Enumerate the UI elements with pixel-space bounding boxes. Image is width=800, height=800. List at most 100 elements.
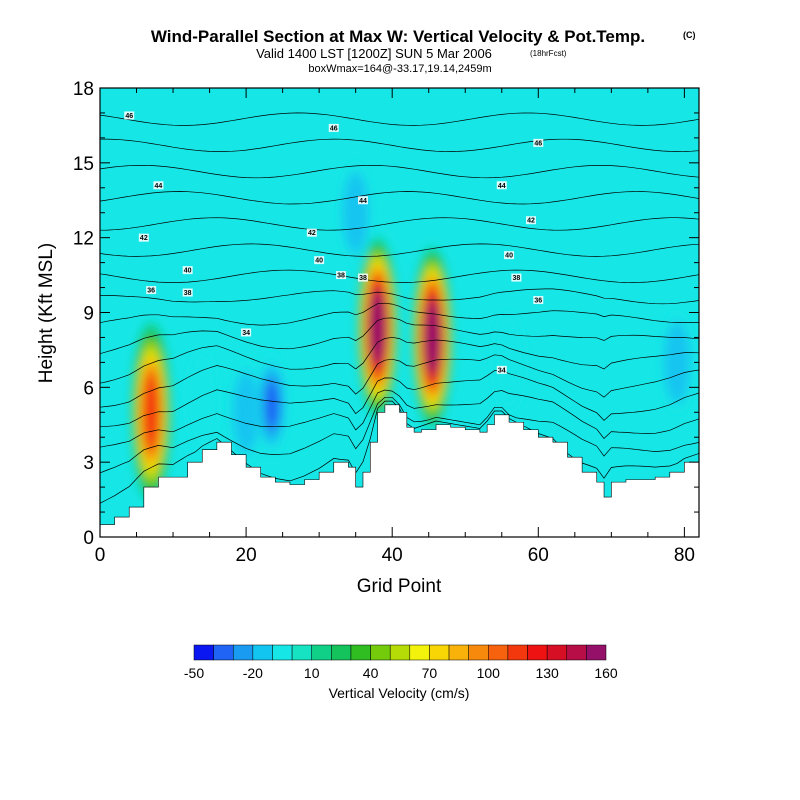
isentrope-label-text: 36 bbox=[147, 288, 155, 295]
isentrope-label: 46 bbox=[328, 123, 339, 132]
isentrope-label-text: 40 bbox=[315, 258, 323, 265]
isentrope-label: 44 bbox=[496, 181, 507, 190]
chart-subtitle: Valid 1400 LST [1200Z] SUN 5 Mar 2006 bbox=[256, 46, 492, 61]
isentrope-label-text: 42 bbox=[308, 230, 316, 237]
colorbar-tick-label: 160 bbox=[594, 665, 618, 681]
isentrope-label-text: 38 bbox=[512, 275, 520, 282]
colorbar-swatch bbox=[232, 644, 254, 661]
isentrope-label: 38 bbox=[357, 273, 368, 282]
isentrope-line bbox=[100, 288, 699, 305]
colorbar-swatch bbox=[468, 644, 489, 661]
colorbar-swatch bbox=[546, 644, 568, 661]
colorbar-tick-label: -50 bbox=[184, 665, 204, 681]
colorbar-swatch bbox=[331, 644, 352, 661]
isentrope-label-text: 42 bbox=[527, 218, 535, 225]
downdraft-region bbox=[186, 349, 219, 450]
isentrope-label-text: 40 bbox=[184, 268, 192, 275]
colorbar-swatch bbox=[586, 644, 607, 661]
isentrope-line bbox=[100, 217, 699, 231]
isentrope-labels: 46 46 46 44 44 44 42 42 42 40 40 40 38 38 38 38 36 36 34 34 bbox=[124, 111, 544, 374]
colorbar-swatch bbox=[488, 644, 509, 661]
updraft-region bbox=[369, 289, 386, 365]
isentrope-label: 44 bbox=[153, 181, 164, 190]
y-axis-label: Height (Kft MSL) bbox=[36, 243, 57, 383]
isentrope-line bbox=[100, 302, 699, 326]
isentrope-line bbox=[100, 243, 699, 257]
y-tick-label: 3 bbox=[83, 453, 94, 474]
isentrope-label: 38 bbox=[511, 273, 522, 282]
chart-subtitle-2: boxWmax=164@-33.17,19.14,2459m bbox=[308, 63, 491, 75]
x-tick-label: 20 bbox=[236, 545, 257, 566]
isentrope-label-text: 46 bbox=[125, 113, 133, 120]
colorbar-swatch bbox=[409, 644, 430, 661]
x-tick-label: 0 bbox=[95, 545, 106, 566]
isentrope-label-text: 36 bbox=[534, 298, 542, 305]
isentrope-line bbox=[100, 369, 699, 428]
subtitle-note: (18hrFcst) bbox=[530, 49, 567, 58]
colorbar-swatch bbox=[252, 644, 273, 661]
colorbar-tick-label: 100 bbox=[477, 665, 501, 681]
isentrope-label: 42 bbox=[306, 228, 317, 237]
isentrope-label-text: 38 bbox=[337, 273, 345, 280]
colorbar-tick-label: 70 bbox=[422, 665, 438, 681]
x-tick-label: 80 bbox=[674, 545, 695, 566]
isentrope-label-text: 40 bbox=[505, 253, 513, 260]
colorbar-swatch bbox=[566, 644, 587, 661]
isentrope-label: 42 bbox=[525, 216, 536, 225]
isentrope-label-text: 34 bbox=[498, 367, 506, 374]
downdraft-region bbox=[342, 171, 369, 254]
isentrope-label-text: 44 bbox=[359, 198, 367, 205]
colorbar-swatch bbox=[370, 644, 391, 661]
isentrope-label: 42 bbox=[138, 233, 149, 242]
colorbar-swatch bbox=[272, 644, 293, 661]
colorbar-swatch bbox=[507, 644, 528, 661]
terrain-mask bbox=[100, 404, 699, 537]
colorbar-swatch bbox=[389, 644, 411, 661]
y-tick-label: 18 bbox=[73, 79, 94, 100]
isentrope-line bbox=[100, 354, 699, 408]
colorbar: -50 -20 10 40 70 100 130 160 bbox=[184, 644, 618, 681]
isentrope-label: 46 bbox=[533, 138, 544, 147]
colorbar-tick-label: 10 bbox=[304, 665, 320, 681]
x-tick-label: 40 bbox=[382, 545, 403, 566]
y-tick-label: 12 bbox=[73, 229, 94, 250]
y-tick-label: 6 bbox=[83, 378, 94, 399]
isentrope-label: 40 bbox=[182, 266, 193, 275]
heatmap-layer bbox=[100, 112, 699, 537]
x-axis: 0 20 40 60 80 bbox=[95, 88, 695, 566]
x-axis-label: Grid Point bbox=[357, 576, 442, 597]
colorbar-swatch bbox=[311, 644, 332, 661]
isentrope-line bbox=[100, 269, 699, 283]
chart-title: Wind-Parallel Section at Max W: Vertical… bbox=[151, 27, 645, 46]
isentrope-label-text: 44 bbox=[155, 183, 163, 190]
downdraft-region bbox=[664, 321, 691, 404]
colorbar-swatch bbox=[527, 644, 548, 661]
colorbar-swatch bbox=[193, 644, 214, 661]
isentrope-label: 44 bbox=[357, 196, 368, 205]
colorbar-tick-label: -20 bbox=[243, 665, 263, 681]
y-tick-label: 9 bbox=[83, 304, 94, 325]
isentrope-line bbox=[100, 164, 699, 179]
colorbar-swatch bbox=[291, 644, 312, 661]
colorbar-tick-label: 40 bbox=[363, 665, 379, 681]
colorbar-swatch bbox=[429, 644, 450, 661]
downdraft-region bbox=[264, 381, 279, 428]
colorbar-swatch bbox=[448, 644, 469, 661]
isentrope-label: 40 bbox=[504, 251, 515, 260]
updraft-region bbox=[424, 299, 441, 375]
downdraft-region bbox=[233, 371, 260, 454]
colorbar-swatch bbox=[350, 644, 371, 661]
isentrope-line bbox=[100, 317, 699, 355]
isentrope-label: 38 bbox=[182, 288, 193, 297]
title-mark: (C) bbox=[683, 30, 696, 40]
isentrope-label-text: 34 bbox=[242, 330, 250, 337]
downdraft-region bbox=[493, 312, 526, 413]
isentrope-label-text: 38 bbox=[184, 290, 192, 297]
x-tick-label: 60 bbox=[528, 545, 549, 566]
isentrope-label-text: 42 bbox=[140, 235, 148, 242]
isentrope-line bbox=[100, 112, 699, 126]
colorbar-label: Vertical Velocity (cm/s) bbox=[329, 685, 470, 701]
isentrope-line bbox=[100, 191, 699, 205]
